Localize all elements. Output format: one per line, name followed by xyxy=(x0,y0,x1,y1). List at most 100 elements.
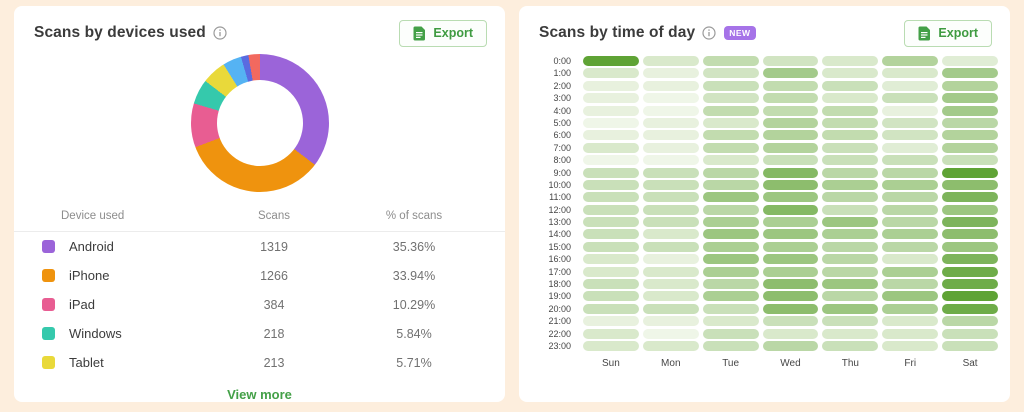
heatmap-day-labels: Sun Mon Tue Wed Thu Fri Sat xyxy=(537,358,998,369)
day-label: Mon xyxy=(661,357,681,369)
export-file-icon xyxy=(413,26,426,41)
donut-chart-area xyxy=(14,54,505,196)
device-name: Android xyxy=(69,239,114,254)
legend-swatch xyxy=(42,269,55,282)
info-icon[interactable] xyxy=(702,26,716,40)
time-card-title: Scans by time of day xyxy=(539,24,696,41)
view-more-link[interactable]: View more xyxy=(227,387,292,402)
heatmap-cell xyxy=(882,192,939,203)
devices-table-header: Device used Scans % of scans xyxy=(14,210,505,232)
hour-label: 19:00 xyxy=(548,291,571,302)
heatmap-cell xyxy=(702,229,759,240)
pct-value: 33.94% xyxy=(392,268,436,283)
heatmap-cell xyxy=(583,56,639,66)
heatmap-cell xyxy=(642,217,699,228)
heatmap-cell xyxy=(882,155,939,166)
heatmap-cell xyxy=(702,56,759,66)
heatmap-cell xyxy=(822,316,879,327)
heatmap-cell xyxy=(942,266,998,277)
heatmap-cell xyxy=(642,340,699,351)
export-button-label: Export xyxy=(433,26,473,40)
heatmap-cell xyxy=(702,68,759,79)
table-row: Windows 218 5.84% xyxy=(14,319,505,348)
device-name: iPad xyxy=(69,297,96,312)
device-cell: iPhone xyxy=(14,268,204,283)
pct-value: 5.71% xyxy=(396,355,432,370)
heatmap-cell xyxy=(583,68,639,79)
heatmap-cell xyxy=(583,328,639,339)
col-header-scans: Scans xyxy=(258,210,290,222)
heatmap-cell xyxy=(882,340,939,351)
heatmap-cell xyxy=(583,105,639,116)
device-cell: iPad xyxy=(14,297,204,312)
heatmap-cell xyxy=(762,105,819,116)
heatmap-cell xyxy=(642,266,699,277)
hour-label: 18:00 xyxy=(548,279,571,290)
heatmap-cell xyxy=(642,303,699,314)
heatmap-cell xyxy=(702,254,759,265)
heatmap-cell xyxy=(702,117,759,128)
heatmap-cell xyxy=(822,179,879,190)
heatmap-cell xyxy=(642,316,699,327)
heatmap-cell xyxy=(642,241,699,252)
heatmap-cell xyxy=(762,167,819,178)
heatmap-cell xyxy=(822,241,879,252)
export-button[interactable]: Export xyxy=(904,19,992,47)
heatmap-cell xyxy=(583,80,639,91)
heatmap-cell xyxy=(762,241,819,252)
heatmap-cell xyxy=(942,155,998,166)
heatmap-cell xyxy=(762,328,819,339)
hour-label: 16:00 xyxy=(548,254,571,265)
heatmap-cell xyxy=(762,130,819,141)
export-button[interactable]: Export xyxy=(399,19,487,47)
heatmap-cell xyxy=(882,105,939,116)
heatmap-cell xyxy=(762,80,819,91)
heatmap-cell xyxy=(822,155,879,166)
heatmap-cell xyxy=(822,117,879,128)
heatmap-cell xyxy=(583,142,639,153)
info-icon[interactable] xyxy=(213,26,227,40)
heatmap-cell xyxy=(822,340,879,351)
heatmap-cell xyxy=(822,279,879,290)
device-name: Tablet xyxy=(69,355,104,370)
heatmap-cell xyxy=(702,167,759,178)
heatmap-cell xyxy=(822,192,879,203)
pct-value: 5.84% xyxy=(396,326,432,341)
heatmap-cell xyxy=(702,291,759,302)
heatmap-cell xyxy=(822,80,879,91)
device-cell: Tablet xyxy=(14,355,204,370)
heatmap-cell xyxy=(642,254,699,265)
heatmap-cell xyxy=(583,266,639,277)
heatmap-cell xyxy=(822,130,879,141)
heatmap-cell xyxy=(583,93,639,104)
heatmap-cell xyxy=(702,241,759,252)
devices-card-header: Scans by devices used Export xyxy=(14,6,505,50)
heatmap-cell xyxy=(642,117,699,128)
heatmap-cell xyxy=(642,105,699,116)
heatmap-cell xyxy=(642,130,699,141)
heatmap-cell xyxy=(822,142,879,153)
hour-label: 15:00 xyxy=(548,241,571,252)
heatmap-cell xyxy=(642,192,699,203)
heatmap-cell xyxy=(942,179,998,190)
heatmap-cell xyxy=(942,192,998,203)
time-of-day-heatmap: 0:00 1:00 2:00 3:00 4:00 5:00 6:00 7:00 8:00 9:00… xyxy=(537,56,998,351)
day-label: Thu xyxy=(841,357,859,369)
heatmap-cell xyxy=(642,229,699,240)
heatmap-cell xyxy=(822,229,879,240)
heatmap-cell xyxy=(882,254,939,265)
hour-label: 17:00 xyxy=(548,266,571,277)
col-header-pct: % of scans xyxy=(385,210,443,222)
heatmap-cell xyxy=(583,167,639,178)
heatmap-cell xyxy=(702,80,759,91)
heatmap-cell xyxy=(583,117,639,128)
heatmap-cell xyxy=(762,155,819,166)
devices-table: Device used Scans % of scans Android 1319… xyxy=(14,210,505,402)
table-row: iPhone 1266 33.94% xyxy=(14,261,505,290)
hour-label: 21:00 xyxy=(548,316,571,327)
legend-swatch xyxy=(42,240,55,253)
heatmap-cell xyxy=(822,68,879,79)
heatmap-cell xyxy=(642,155,699,166)
hour-label: 4:00 xyxy=(553,105,571,116)
heatmap-cell xyxy=(702,279,759,290)
